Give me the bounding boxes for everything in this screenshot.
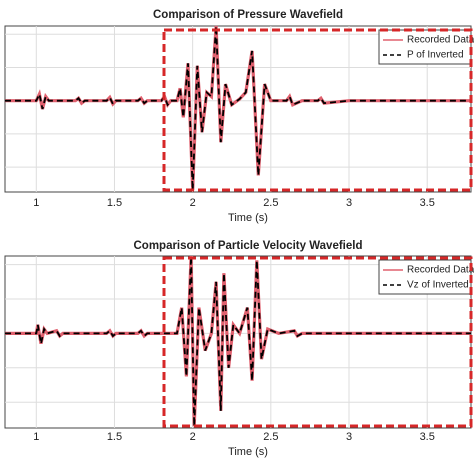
x-tick-label: 1 xyxy=(33,431,39,443)
legend-label: Recorded Data xyxy=(407,265,474,276)
x-tick-label: 3.5 xyxy=(420,197,435,209)
x-tick-label: 2.5 xyxy=(263,431,278,443)
legend-label: Recorded Data xyxy=(407,35,474,46)
x-tick-label: 3.5 xyxy=(420,431,435,443)
data-line xyxy=(5,25,471,191)
x-axis-label: Time (s) xyxy=(228,446,268,458)
chart-title: Comparison of Particle Velocity Wavefiel… xyxy=(133,240,362,252)
x-tick-label: 3 xyxy=(346,197,352,209)
legend-label: Vz of Inverted xyxy=(407,280,469,291)
x-tick-label: 2 xyxy=(190,197,196,209)
x-tick-label: 1.5 xyxy=(107,197,122,209)
legend-label: P of Inverted xyxy=(407,50,464,61)
data-line xyxy=(5,255,471,427)
highlight-box xyxy=(162,256,473,428)
x-tick-label: 1.5 xyxy=(107,431,122,443)
x-tick-label: 2.5 xyxy=(263,197,278,209)
x-tick-label: 3 xyxy=(346,431,352,443)
x-axis-label: Time (s) xyxy=(228,212,268,224)
legend-box xyxy=(378,259,472,295)
legend-box xyxy=(378,29,472,65)
x-tick-label: 2 xyxy=(190,431,196,443)
highlight-box xyxy=(162,28,473,192)
x-tick-label: 1 xyxy=(33,197,39,209)
chart-title: Comparison of Pressure Wavefield xyxy=(153,9,343,21)
